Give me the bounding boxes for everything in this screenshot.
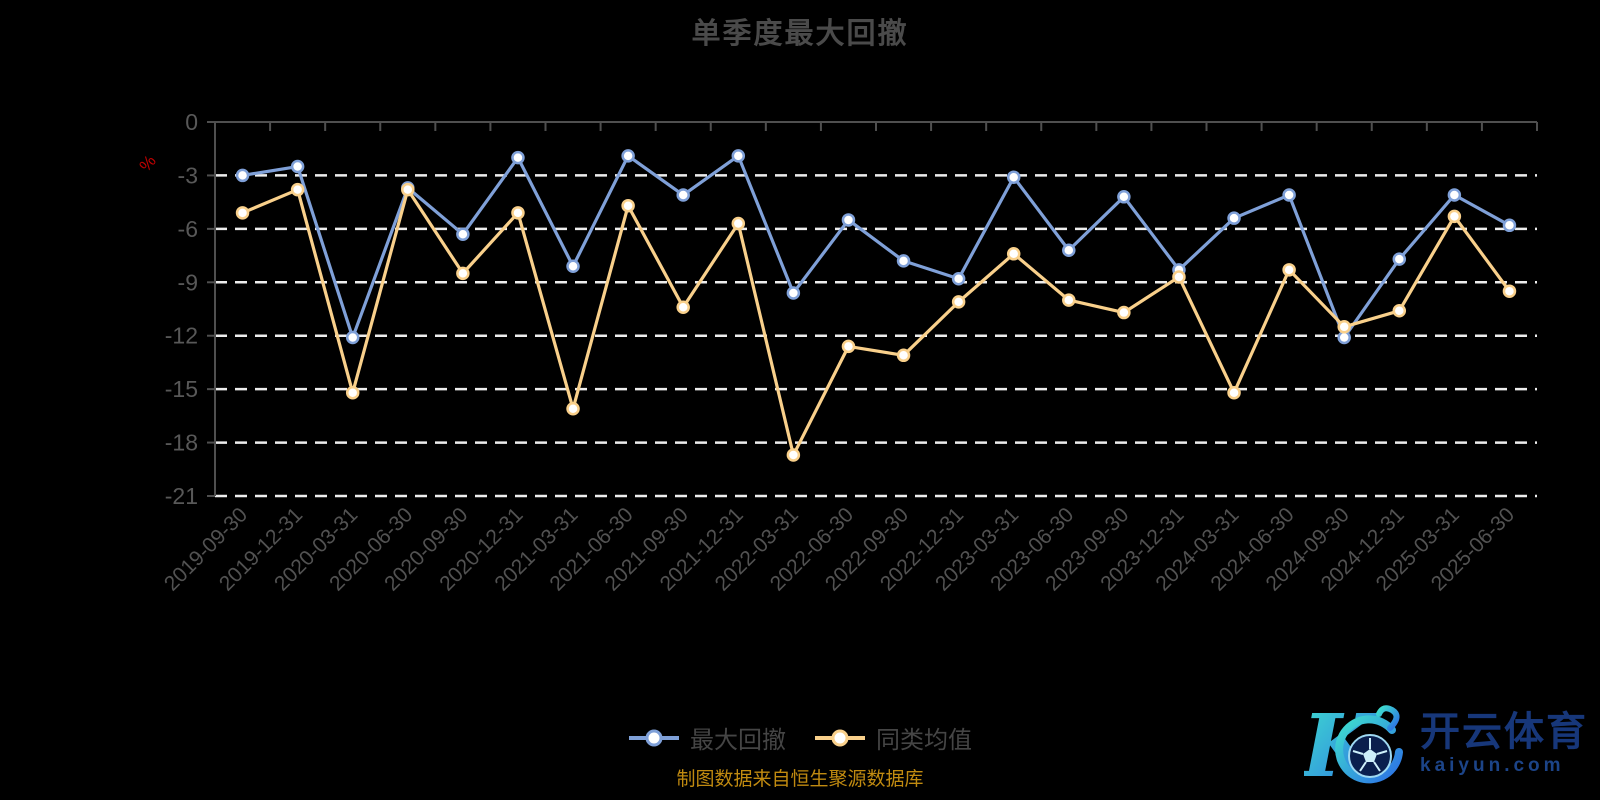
data-point-marker	[1062, 293, 1076, 307]
watermark-brand: 开云体育	[1420, 710, 1588, 754]
data-point-marker	[841, 339, 856, 354]
data-point-marker	[951, 295, 966, 309]
data-point-marker	[1227, 385, 1241, 400]
data-point-marker	[676, 300, 690, 314]
page-title: 单季度最大回撤	[691, 18, 909, 50]
data-point-marker	[621, 149, 635, 163]
kaiyun-logo-icon: K	[1304, 696, 1403, 794]
data-point-marker	[1392, 252, 1407, 266]
data-point-marker	[1117, 190, 1131, 204]
data-point-marker	[621, 198, 635, 213]
y-axis-label: 0	[185, 109, 198, 135]
data-point-marker	[731, 149, 746, 163]
logo-curl	[1376, 705, 1400, 731]
data-point-marker	[566, 259, 580, 274]
data-point-marker	[1392, 304, 1407, 318]
data-point-marker	[1447, 209, 1462, 224]
data-point-marker	[345, 385, 360, 400]
data-point-marker	[345, 330, 360, 345]
series-line-0	[240, 154, 1512, 340]
data-point-marker	[1282, 188, 1296, 202]
data-point-marker	[896, 348, 911, 363]
y-axis-label: -12	[165, 323, 198, 349]
data-point-marker	[511, 150, 525, 165]
legend-label: 同类均值	[876, 727, 972, 754]
data-point-marker	[1227, 211, 1241, 225]
legend-label: 最大回撤	[690, 727, 786, 754]
data-point-marker	[1282, 263, 1296, 277]
y-axis-unit-label: %	[136, 152, 160, 176]
data-point-marker	[731, 216, 746, 231]
data-point-marker	[1117, 305, 1131, 320]
data-point-marker	[456, 227, 470, 241]
chart-legend: 最大回撤 同类均值	[0, 720, 1600, 755]
data-point-marker	[1447, 188, 1462, 202]
data-point-marker	[290, 182, 305, 197]
data-point-marker	[566, 401, 580, 416]
data-point-marker	[1337, 320, 1351, 334]
data-point-marker	[1502, 218, 1517, 233]
data-point-marker	[235, 168, 250, 183]
data-point-marker	[676, 188, 690, 202]
data-point-marker	[456, 266, 470, 281]
data-point-marker	[786, 286, 801, 300]
y-axis-label: -18	[165, 430, 198, 456]
legend-marker-icon	[815, 729, 865, 746]
data-point-marker	[951, 271, 966, 286]
y-axis-label: -6	[178, 216, 198, 242]
data-point-marker	[786, 448, 801, 462]
watermark-domain: kaiyun.com	[1420, 755, 1565, 776]
legend-marker-icon	[629, 729, 679, 746]
logo-swoosh	[1335, 715, 1403, 784]
data-point-marker	[235, 206, 250, 220]
data-point-marker	[1502, 284, 1517, 298]
legend-item-1[interactable]: 同类均值	[814, 720, 972, 755]
soccer-ball-icon	[1348, 734, 1392, 778]
data-point-marker	[1337, 330, 1351, 345]
series-line-1	[240, 188, 1512, 457]
data-point-marker	[401, 182, 415, 197]
data-point-marker	[1006, 247, 1021, 261]
data-point-marker	[1006, 170, 1021, 184]
data-point-marker	[290, 159, 305, 174]
y-axis-label: -3	[178, 162, 198, 188]
data-point-marker	[841, 213, 856, 227]
watermark-text: 开云体育 kaiyun.com	[1420, 711, 1588, 777]
data-point-marker	[1172, 270, 1186, 284]
data-point-marker	[511, 206, 525, 220]
legend-item-0[interactable]: 最大回撤	[628, 720, 786, 755]
y-axis-label: -15	[165, 376, 198, 402]
data-point-marker	[1062, 243, 1076, 257]
y-axis-label: -21	[165, 483, 198, 509]
kaiyun-watermark[interactable]: K 开云体育 kaiyun.com	[1304, 694, 1588, 794]
y-axis-label: -9	[178, 269, 198, 295]
footer-note: 制图数据来自恒生聚源数据库	[676, 769, 924, 790]
data-point-marker	[896, 254, 911, 268]
